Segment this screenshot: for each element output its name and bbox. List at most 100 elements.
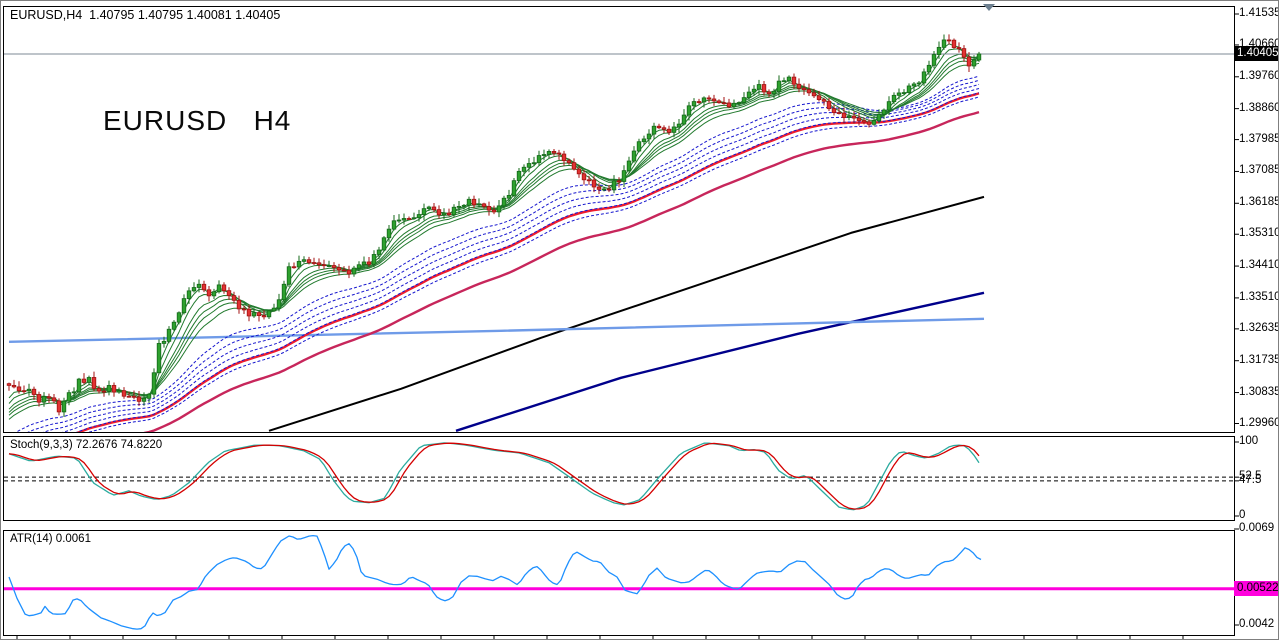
candle-body: [31, 388, 37, 395]
candle-body: [746, 91, 752, 99]
candle-body: [201, 283, 207, 291]
ma-black: [268, 195, 985, 432]
candle-body: [506, 194, 512, 199]
candle-body: [591, 179, 597, 188]
candle-body: [561, 153, 567, 162]
candle-body: [246, 308, 252, 317]
candle-body: [116, 390, 122, 393]
candle-body: [371, 254, 377, 265]
long-ema-ribbon: [88, 96, 980, 432]
candle-body: [921, 71, 927, 84]
candle-body: [106, 385, 112, 392]
ma-navy: [455, 291, 985, 432]
candle-body: [846, 115, 852, 118]
candle-body: [751, 88, 757, 93]
candle-body: [806, 89, 812, 94]
candle-body: [121, 390, 127, 397]
candle-body: [396, 219, 402, 222]
candle-body: [6, 383, 12, 386]
candle-body: [766, 91, 772, 95]
candle-body: [306, 259, 312, 263]
candle-body: [796, 83, 802, 89]
candle-body: [156, 343, 162, 374]
candle-body: [461, 204, 467, 207]
stoch-panel-border: [3, 436, 1235, 521]
candle-body: [811, 92, 817, 97]
long-ema-ribbon: [76, 92, 980, 432]
candle-body: [666, 128, 672, 133]
candle-body: [236, 299, 242, 310]
candle-body: [956, 47, 962, 50]
candle-body: [526, 163, 532, 168]
candle-body: [221, 284, 227, 292]
candle-body: [551, 151, 557, 154]
candle-body: [566, 160, 572, 164]
candle-body: [296, 260, 302, 268]
candle-body: [836, 112, 842, 114]
candle-body: [216, 284, 222, 293]
candle-body: [726, 102, 732, 108]
candle-body: [576, 168, 582, 175]
candle-body: [411, 217, 417, 220]
candle-body: [976, 53, 982, 61]
candle-body: [346, 269, 352, 275]
candle-body: [341, 269, 347, 272]
axis-ticks: [1234, 13, 1239, 626]
short-ema-ribbon: [8, 48, 980, 404]
candle-body: [211, 291, 217, 297]
candle-body: [326, 265, 332, 267]
candle-body: [686, 105, 692, 116]
candle-body: [41, 396, 47, 403]
candle-body: [126, 395, 132, 398]
time-axis-ticks: [16, 636, 1184, 639]
candle-body: [436, 209, 442, 216]
candle-body: [456, 205, 462, 208]
candle-body: [151, 372, 157, 395]
candle-body: [511, 180, 517, 196]
long-ema-ribbon: [62, 88, 980, 432]
candle-body: [176, 312, 182, 323]
candle-body: [336, 267, 342, 271]
candle-body: [71, 391, 77, 394]
candle-body: [466, 198, 472, 206]
candle-body: [896, 92, 902, 96]
candle-body: [611, 180, 617, 191]
candle-body: [586, 179, 592, 182]
candle-body: [516, 170, 522, 182]
candle-body: [931, 54, 937, 66]
candle-body: [606, 188, 612, 191]
candle-body: [141, 397, 147, 402]
candle-body: [321, 264, 327, 267]
candle-body: [631, 150, 637, 162]
candle-body: [771, 90, 777, 95]
candle-body: [101, 390, 107, 393]
candle-body: [11, 384, 17, 388]
candle-body: [756, 84, 762, 90]
long-ema-ribbon: [15, 75, 980, 432]
short-ema-ribbon: [8, 62, 980, 420]
candle-body: [451, 206, 457, 216]
candle-body: [166, 328, 172, 342]
stoch-panel-layer: [4, 442, 1234, 511]
stoch-d-line: [8, 442, 980, 510]
atr-line: [8, 534, 982, 630]
candle-body: [856, 117, 862, 121]
candle-body: [226, 290, 232, 297]
candle-body: [926, 64, 932, 73]
candle-body: [261, 315, 267, 318]
candle-body: [391, 220, 397, 230]
candle-body: [826, 100, 832, 110]
candle-body: [206, 289, 212, 297]
candle-body: [301, 259, 307, 262]
candle-body: [376, 249, 382, 255]
candle-body: [251, 312, 257, 317]
candle-body: [81, 378, 87, 383]
candle-body: [161, 340, 167, 344]
candle-body: [971, 59, 977, 67]
candle-body: [51, 397, 57, 402]
candle-body: [316, 262, 322, 266]
candle-body: [536, 155, 542, 164]
candle-body: [681, 114, 687, 125]
